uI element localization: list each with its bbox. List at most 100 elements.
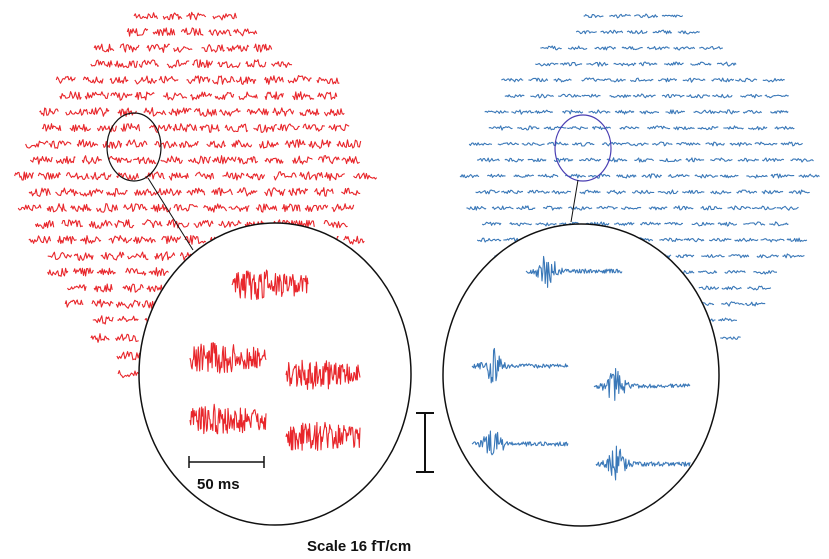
sensor-trace — [647, 125, 671, 130]
sensor-trace — [178, 140, 199, 148]
sensor-trace — [631, 189, 655, 195]
sensor-trace — [237, 156, 259, 165]
sensor-trace — [705, 141, 725, 147]
sensor-trace — [698, 285, 720, 291]
sensor-trace — [581, 77, 605, 82]
sensor-trace — [109, 76, 129, 84]
sensor-trace — [735, 77, 758, 83]
sensor-trace — [710, 190, 732, 195]
sensor-trace — [323, 219, 348, 229]
sensor-trace — [676, 141, 701, 146]
sensor-trace — [324, 172, 345, 181]
sensor-trace — [212, 155, 237, 165]
sensor-trace — [664, 221, 684, 226]
sensor-trace — [304, 204, 329, 212]
sensor-trace — [697, 125, 719, 131]
sensor-trace — [226, 44, 250, 52]
sensor-trace — [47, 251, 73, 261]
sensor-trace — [760, 238, 785, 243]
sensor-trace — [317, 155, 340, 165]
sensor-trace — [231, 139, 253, 148]
sensor-trace — [134, 91, 155, 101]
sensor-trace — [468, 142, 493, 146]
sensor-trace — [39, 107, 59, 117]
sensor-trace — [776, 205, 799, 211]
sensor-trace — [218, 220, 242, 228]
sensor-trace — [152, 27, 176, 37]
sensor-trace — [211, 187, 233, 197]
sensor-trace — [148, 123, 172, 133]
sensor-trace — [591, 126, 612, 131]
sensor-trace — [559, 61, 583, 67]
sensor-trace — [542, 205, 563, 211]
sensor-trace — [754, 141, 778, 146]
sensor-trace — [201, 44, 225, 53]
sensor-trace — [673, 46, 696, 51]
sensor-trace — [186, 11, 207, 21]
sensor-trace — [162, 12, 183, 21]
left-sensor-array-red — [14, 11, 378, 415]
sensor-trace — [606, 157, 628, 163]
sensor-trace — [125, 267, 147, 276]
sensor-trace — [193, 108, 218, 117]
sensor-trace — [189, 91, 213, 101]
sensor-trace — [168, 107, 192, 117]
sensor-trace — [46, 203, 67, 213]
sensor-trace — [246, 108, 269, 116]
sensor-trace — [122, 283, 144, 293]
sensor-trace — [238, 91, 258, 101]
sensor-trace — [116, 351, 142, 361]
sensor-trace — [459, 174, 480, 179]
sensor-trace — [67, 284, 87, 292]
zoomed-trace-red — [231, 269, 309, 301]
sensor-trace — [287, 75, 312, 84]
sensor-trace — [114, 60, 138, 69]
sensor-trace — [314, 187, 334, 197]
sensor-trace — [583, 13, 604, 19]
sensor-trace — [740, 93, 763, 99]
sensor-trace — [158, 75, 179, 84]
sensor-trace — [488, 125, 513, 131]
sensor-trace — [143, 107, 167, 117]
sensor-trace — [353, 172, 378, 180]
sensor-trace — [633, 13, 659, 19]
sensor-trace — [614, 109, 635, 115]
sensor-trace — [217, 61, 241, 69]
zoomed-trace-blue — [525, 255, 623, 288]
sensor-trace — [127, 251, 149, 261]
sensor-trace — [341, 187, 361, 196]
sensor-trace — [721, 285, 742, 291]
sensor-trace — [160, 155, 183, 164]
right-zoomed-waveforms — [471, 255, 691, 481]
sensor-trace — [634, 157, 655, 163]
sensor-trace — [79, 235, 102, 245]
sensor-trace — [41, 123, 62, 132]
sensor-trace — [264, 91, 284, 101]
left-highlight-circle — [106, 112, 162, 182]
sensor-trace — [673, 126, 695, 131]
sensor-trace — [106, 187, 128, 197]
sensor-trace — [475, 189, 500, 195]
sensor-trace — [466, 205, 487, 211]
sensor-trace — [699, 45, 723, 50]
sensor-trace — [25, 140, 49, 149]
sensor-trace — [682, 189, 705, 194]
sensor-trace — [55, 187, 79, 197]
sensor-trace — [476, 157, 500, 163]
sensor-trace — [675, 253, 695, 259]
sensor-trace — [616, 174, 637, 179]
left-connector-line — [147, 177, 194, 251]
sensor-trace — [756, 254, 779, 259]
sensor-trace — [187, 155, 212, 165]
sensor-trace — [273, 171, 297, 181]
sensor-trace — [108, 235, 133, 244]
sensor-trace — [146, 43, 170, 53]
sensor-trace — [150, 203, 172, 213]
sensor-trace — [601, 141, 626, 147]
sensor-trace — [575, 30, 597, 35]
sensor-trace — [600, 29, 624, 34]
sensor-trace — [81, 155, 103, 165]
sensor-trace — [214, 91, 235, 100]
sensor-trace — [641, 173, 663, 179]
sensor-trace — [788, 189, 810, 195]
